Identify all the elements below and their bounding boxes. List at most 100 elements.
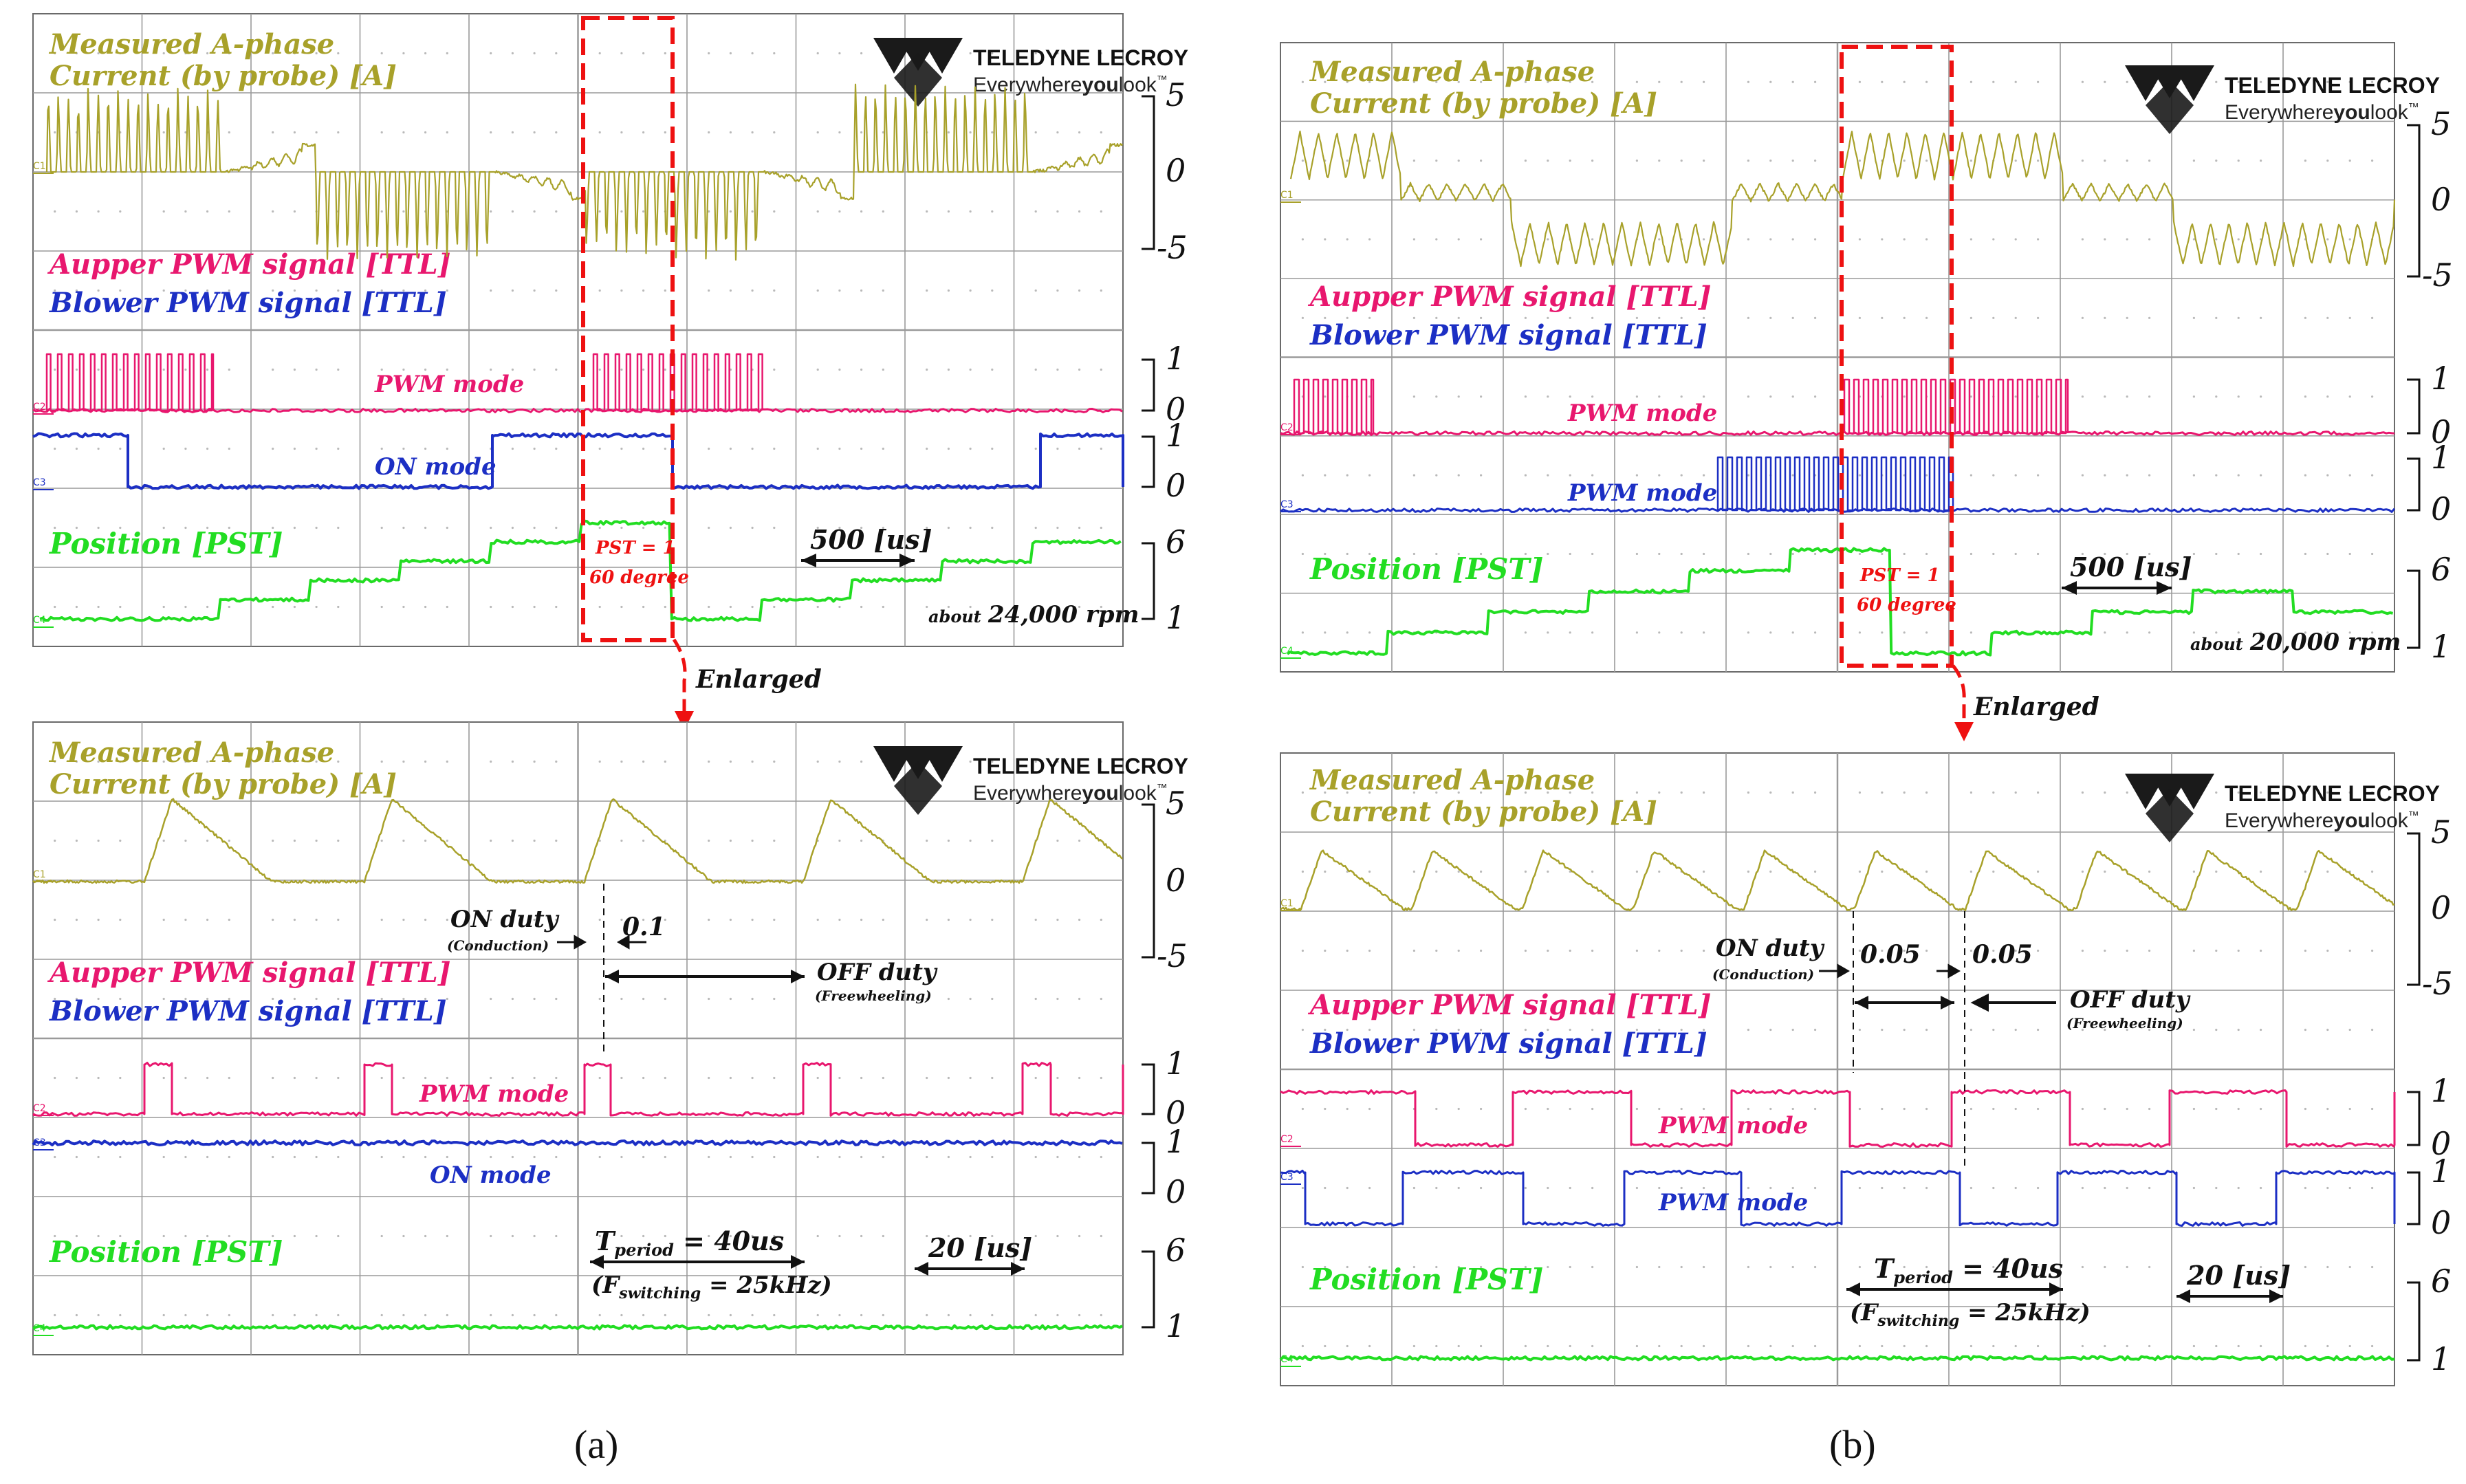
grid-dot: [991, 1076, 994, 1080]
grid-dot: [816, 1155, 819, 1159]
grid-dot: [97, 839, 100, 842]
grid-dot: [75, 368, 78, 371]
grid-dot: [54, 1076, 56, 1080]
grid-dot: [991, 289, 994, 292]
grid-dot: [1969, 238, 1972, 241]
grid-dot: [642, 760, 645, 763]
grid-dot: [402, 526, 405, 530]
logo-tag-a: Everywhere: [2225, 809, 2333, 832]
trace-lower-b-zoom: [1280, 1170, 2396, 1227]
grid-dot: [1769, 1028, 1772, 1032]
grid-dot: [206, 605, 209, 609]
grid-dot: [1435, 1107, 1438, 1111]
grid-dot: [1547, 159, 1549, 162]
channel-c2-marker: C2: [1280, 1134, 1294, 1145]
panel-b: TELEDYNE LECROYEverywhereyoulook™Measure…: [1279, 42, 2453, 1467]
grid-dot: [1703, 159, 1705, 162]
grid-dot: [2037, 870, 2040, 873]
grid-dot: [1100, 760, 1102, 763]
grid-dot: [2037, 238, 2040, 241]
grid-dot: [2126, 1107, 2128, 1111]
grid-dot: [1480, 791, 1483, 794]
grid-dot: [2014, 238, 2017, 241]
grid-dot: [2326, 870, 2329, 873]
lecroy-logo: TELEDYNE LECROY Everywhereyoulook™: [2125, 774, 2440, 842]
grid-dot: [1680, 80, 1683, 83]
grid-dot: [598, 839, 601, 842]
grid-dot: [1881, 631, 1884, 634]
grid-dot: [751, 447, 754, 450]
grid-dot: [2037, 949, 2040, 952]
grid-dot: [2192, 552, 2195, 556]
grid-dot: [1747, 1265, 1749, 1269]
lower-b: B: [1309, 319, 1333, 351]
grid-dot: [1747, 159, 1749, 162]
grid-dot: [402, 368, 405, 371]
grid-dot: [2260, 159, 2262, 162]
grid-dot: [838, 1076, 841, 1080]
grid-dot: [511, 839, 514, 842]
grid-dot: [2104, 474, 2106, 477]
grid-dot: [533, 210, 536, 213]
grid-dot: [1903, 552, 1906, 556]
grid-dot: [2348, 1107, 2351, 1111]
grid-dot: [1903, 1028, 1906, 1032]
grid-dot: [1034, 210, 1037, 213]
grid-dot: [664, 997, 666, 1001]
grid-dot: [402, 760, 405, 763]
period-t: T: [595, 1225, 616, 1256]
grid-dot: [1078, 526, 1081, 530]
trace-position-a: [39, 519, 1122, 622]
grid-dot: [991, 210, 994, 213]
current-label: Current (by probe) [A]: [50, 768, 397, 800]
grid-dot: [2304, 791, 2306, 794]
grid-dot: [926, 368, 928, 371]
grid-dot: [1301, 1186, 1304, 1190]
grid-dot: [642, 1234, 645, 1238]
grid-dot: [380, 52, 383, 55]
grid-dot: [1056, 1234, 1059, 1238]
highlight-box: [581, 16, 675, 642]
grid-dot: [882, 1313, 884, 1317]
mode-label-pwm: PWM mode: [419, 1080, 569, 1108]
grid-dot: [1056, 368, 1059, 371]
period-sub: period: [1893, 1267, 1953, 1287]
grid-dot: [511, 918, 514, 921]
logo-tag-a: Everywhere: [973, 74, 1082, 96]
grid-dot: [1056, 210, 1059, 213]
grid-dot: [293, 918, 296, 921]
grid-dot: [2126, 1186, 2128, 1190]
grid-dot: [2148, 316, 2151, 319]
grid-dot: [773, 839, 776, 842]
grid-dot: [1969, 80, 1972, 83]
grid-dot: [1881, 870, 1884, 873]
scale-label: 0: [1166, 152, 1186, 189]
scale-bracket: [1142, 803, 1155, 959]
grid-dot: [184, 368, 187, 371]
current-label: Current (by probe) [A]: [1310, 87, 1657, 120]
grid-dot: [1480, 949, 1483, 952]
grid-dot: [184, 997, 187, 1001]
pst-label: PST = 1: [1859, 565, 1940, 586]
grid-dot: [1814, 238, 1817, 241]
grid-dot: [1034, 526, 1037, 530]
grid-dot: [1769, 949, 1772, 952]
grid-dot: [97, 997, 100, 1001]
grid-dot: [2260, 1107, 2262, 1111]
grid-dot: [991, 1155, 994, 1159]
grid-dot: [1858, 80, 1861, 83]
scale-label: 0: [1166, 1173, 1186, 1210]
grid-dot: [947, 131, 950, 134]
grid-dot: [2104, 949, 2106, 952]
grid-dot: [2326, 474, 2329, 477]
grid-dot: [664, 368, 666, 371]
grid-dot: [1658, 552, 1661, 556]
grid-dot: [1747, 1107, 1749, 1111]
grid-dot: [424, 1076, 427, 1080]
trace-lower-a-zoom: [32, 1139, 1123, 1146]
grid-dot: [642, 131, 645, 134]
grid-dot: [2326, 1265, 2329, 1269]
grid-dot: [1301, 631, 1304, 634]
grid-dot: [2371, 1186, 2374, 1190]
grid-dot: [293, 1234, 296, 1238]
